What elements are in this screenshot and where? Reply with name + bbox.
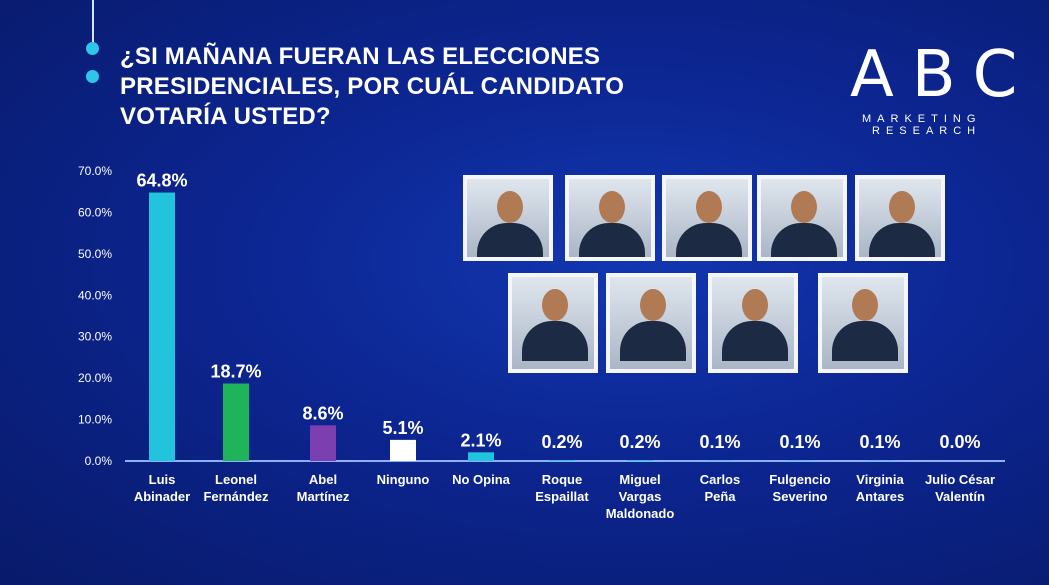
title-line: PRESIDENCIALES, POR CUÁL CANDIDATO — [120, 73, 625, 100]
category-label: Vargas — [619, 489, 662, 504]
category-label: Abel — [309, 472, 337, 487]
data-label: 18.7% — [210, 362, 261, 382]
y-tick-label: 60.0% — [78, 205, 112, 219]
category-label: Maldonado — [606, 506, 675, 521]
bar — [468, 452, 494, 461]
category-label: Luis — [149, 472, 176, 487]
candidate-photo-4 — [757, 175, 847, 261]
bar — [390, 439, 416, 461]
decorative-dot — [86, 70, 99, 83]
candidate-photo-9 — [818, 273, 908, 373]
candidate-photo-1 — [463, 175, 553, 261]
decorative-dot — [86, 42, 99, 55]
y-tick-label: 0.0% — [85, 454, 113, 468]
category-label: Miguel — [619, 472, 660, 487]
data-label: 0.1% — [779, 432, 820, 452]
logo-line1: MARKETING — [862, 113, 982, 125]
category-label: Roque — [542, 472, 582, 487]
candidate-photo-3 — [662, 175, 752, 261]
category-label: Julio César — [925, 472, 995, 487]
data-label: 5.1% — [382, 418, 423, 438]
category-label: Fernández — [203, 489, 269, 504]
candidate-photo-5 — [855, 175, 945, 261]
data-label: 0.1% — [699, 432, 740, 452]
bar — [549, 460, 575, 461]
category-label: Martínez — [297, 489, 350, 504]
data-label: 2.1% — [460, 430, 501, 450]
data-label: 0.2% — [619, 432, 660, 452]
logo-main: ABC — [850, 38, 1036, 112]
candidate-photo-2 — [565, 175, 655, 261]
y-tick-label: 40.0% — [78, 288, 112, 302]
candidate-photo-6 — [508, 273, 598, 373]
y-tick-label: 20.0% — [78, 371, 112, 385]
data-label: 0.0% — [939, 432, 980, 452]
bar — [223, 383, 249, 461]
logo-line2: RESEARCH — [872, 125, 982, 137]
category-label: Valentín — [935, 489, 985, 504]
decorative-line — [92, 0, 94, 52]
y-tick-label: 70.0% — [78, 164, 112, 178]
category-label: Peña — [704, 489, 736, 504]
candidate-photo-7 — [606, 273, 696, 373]
category-label: Leonel — [215, 472, 257, 487]
data-label: 64.8% — [136, 171, 187, 191]
category-label: Abinader — [134, 489, 190, 504]
y-tick-label: 30.0% — [78, 330, 112, 344]
chart-title: ¿SI MAÑANA FUERAN LAS ELECCIONES PRESIDE… — [120, 42, 624, 132]
candidate-photo-8 — [708, 273, 798, 373]
title-line: VOTARÍA USTED? — [120, 103, 331, 130]
data-label: 0.1% — [859, 432, 900, 452]
category-label: Carlos — [700, 472, 740, 487]
y-tick-label: 10.0% — [78, 413, 112, 427]
category-label: Fulgencio — [769, 472, 830, 487]
abc-logo: ABC MARKETING RESEARCH — [850, 40, 1020, 140]
data-label: 0.2% — [541, 432, 582, 452]
bar — [149, 192, 175, 462]
y-tick-label: 50.0% — [78, 247, 112, 261]
bar — [310, 425, 336, 461]
category-label: Espaillat — [535, 489, 589, 504]
title-line: ¿SI MAÑANA FUERAN LAS ELECCIONES — [120, 43, 601, 70]
data-label: 8.6% — [302, 403, 343, 423]
bar — [627, 460, 653, 461]
category-label: Severino — [773, 489, 828, 504]
category-label: Virginia — [856, 472, 904, 487]
category-label: Antares — [856, 489, 904, 504]
category-label: No Opina — [452, 472, 511, 487]
category-label: Ninguno — [377, 472, 430, 487]
